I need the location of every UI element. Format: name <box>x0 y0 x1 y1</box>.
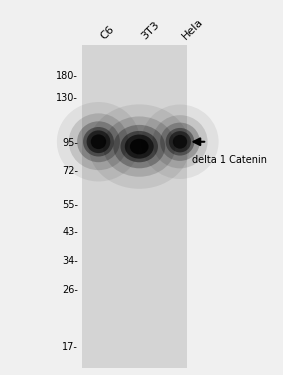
Ellipse shape <box>173 135 187 148</box>
Text: 55-: 55- <box>62 200 78 210</box>
Text: 17-: 17- <box>62 342 78 351</box>
Text: Hela: Hela <box>180 17 205 42</box>
Text: 130-: 130- <box>56 93 78 103</box>
Bar <box>82 45 187 368</box>
Text: 180-: 180- <box>56 70 78 81</box>
Ellipse shape <box>169 131 191 152</box>
Text: C6: C6 <box>98 24 116 42</box>
Ellipse shape <box>57 102 140 182</box>
Ellipse shape <box>69 113 128 170</box>
Ellipse shape <box>130 139 149 154</box>
Ellipse shape <box>141 105 218 179</box>
Text: 43-: 43- <box>62 227 78 237</box>
Text: 72-: 72- <box>62 166 78 176</box>
Ellipse shape <box>125 135 154 159</box>
Ellipse shape <box>166 128 194 156</box>
Ellipse shape <box>103 116 175 177</box>
Ellipse shape <box>91 134 106 149</box>
Ellipse shape <box>121 131 158 162</box>
Text: 34-: 34- <box>62 256 78 266</box>
Ellipse shape <box>152 115 208 168</box>
Ellipse shape <box>160 123 200 161</box>
Text: 3T3: 3T3 <box>139 20 161 42</box>
Ellipse shape <box>77 122 120 162</box>
Ellipse shape <box>89 104 190 189</box>
Text: 26-: 26- <box>62 285 78 295</box>
Text: delta 1 Catenin: delta 1 Catenin <box>192 154 267 165</box>
Ellipse shape <box>113 125 165 168</box>
Ellipse shape <box>83 127 114 156</box>
Text: 95-: 95- <box>62 138 78 148</box>
Ellipse shape <box>87 130 110 153</box>
